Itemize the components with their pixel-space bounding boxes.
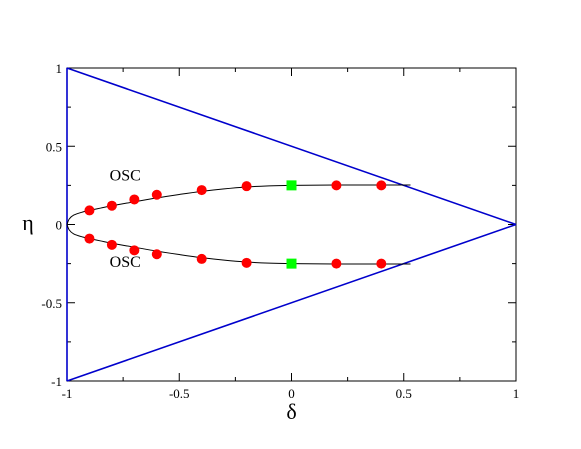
data-point-square — [286, 180, 297, 191]
boundary-lines — [66, 67, 517, 382]
x-tick-label: -1 — [62, 386, 73, 401]
upper-curve — [66, 184, 411, 225]
data-point-circle — [84, 233, 95, 244]
data-point-square — [286, 258, 297, 269]
fit-curves — [66, 184, 411, 265]
plot-frame — [66, 67, 517, 382]
annotations: OSC OSC — [110, 168, 141, 271]
data-point-circle — [129, 245, 140, 256]
tick-marks — [66, 67, 517, 382]
data-point-circle — [196, 253, 207, 264]
data-point-circle — [106, 239, 117, 250]
data-point-circle — [331, 258, 342, 269]
data-point-circle — [151, 189, 162, 200]
data-point-circle — [84, 205, 95, 216]
data-point-circle — [151, 249, 162, 260]
boundary-line-1 — [66, 67, 517, 226]
region-annotation: OSC — [110, 254, 141, 271]
y-tick-label: -0.5 — [41, 296, 62, 311]
x-tick-label: 0.5 — [396, 386, 412, 401]
y-tick-label: 0.5 — [46, 139, 62, 154]
y-tick-label: -1 — [51, 374, 62, 389]
tick-labels: -1 -0.5 0 0.5 1 -1 -0.5 0 0.5 1 — [41, 61, 519, 401]
data-point-circle — [241, 257, 252, 268]
y-axis-label: η — [22, 210, 34, 235]
x-tick-label: 1 — [513, 386, 520, 401]
data-markers — [84, 180, 387, 269]
y-tick-label: 1 — [56, 61, 63, 76]
y-tick-label: 0 — [56, 218, 63, 233]
region-annotation: OSC — [110, 168, 141, 185]
x-tick-label: -0.5 — [169, 386, 190, 401]
boundary-line-2 — [66, 223, 517, 382]
data-point-circle — [241, 181, 252, 192]
data-point-circle — [106, 200, 117, 211]
data-point-circle — [129, 194, 140, 205]
x-axis-label: δ — [286, 399, 296, 424]
x-tick-label: 0 — [288, 386, 295, 401]
data-point-circle — [196, 185, 207, 196]
data-point-circle — [331, 180, 342, 191]
data-point-circle — [376, 180, 387, 191]
data-point-circle — [376, 258, 387, 269]
